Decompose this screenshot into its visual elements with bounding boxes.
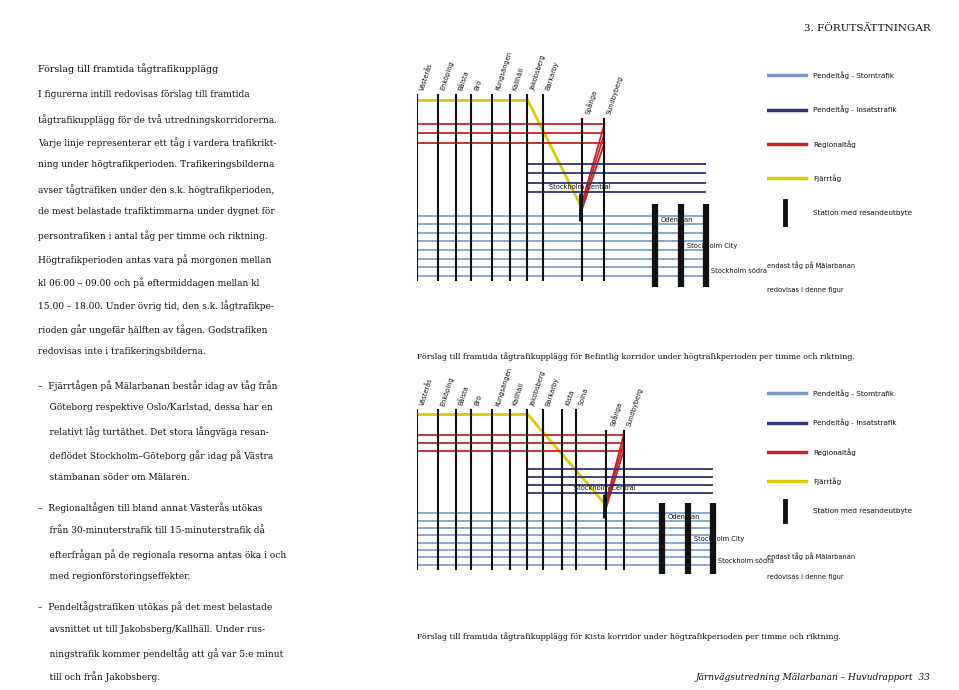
Text: Bålsta: Bålsta bbox=[457, 385, 470, 406]
Text: –  Pendeltågstrafiken utökas på det mest belastade: – Pendeltågstrafiken utökas på det mest … bbox=[38, 602, 272, 612]
Text: Enköping: Enköping bbox=[440, 60, 456, 91]
Text: –  Regionaltågen till bland annat Västerås utökas: – Regionaltågen till bland annat Västerå… bbox=[38, 502, 263, 513]
Text: Förslag till framtida tågtrafikupplägg för Kista korridor under högtrafikperiode: Förslag till framtida tågtrafikupplägg f… bbox=[417, 632, 841, 641]
Text: stambanan söder om Mälaren.: stambanan söder om Mälaren. bbox=[38, 473, 190, 482]
Text: Förslag till framtida tågtrafikupplägg: Förslag till framtida tågtrafikupplägg bbox=[38, 63, 219, 75]
Text: deflödet Stockholm–Göteborg går idag på Västra: deflödet Stockholm–Göteborg går idag på … bbox=[38, 450, 273, 461]
Text: de mest belastade trafiktimmarna under dygnet för: de mest belastade trafiktimmarna under d… bbox=[38, 207, 275, 216]
Text: Stockholm södra: Stockholm södra bbox=[712, 268, 767, 275]
Text: Bålsta: Bålsta bbox=[457, 69, 470, 91]
Text: Järnvägsutredning Mälarbanan – Huvudrapport  33: Järnvägsutredning Mälarbanan – Huvudrapp… bbox=[695, 673, 930, 682]
Text: Spånga: Spånga bbox=[608, 401, 623, 428]
Text: redovisas i denne figur: redovisas i denne figur bbox=[767, 287, 844, 293]
Text: I figurerna intill redovisas förslag till framtida: I figurerna intill redovisas förslag til… bbox=[38, 90, 250, 99]
Text: Odenplan: Odenplan bbox=[667, 514, 700, 520]
Text: Bro: Bro bbox=[473, 394, 482, 406]
Text: Förslag till framtida tågtrafikupplägg för Befintlig korridor under högtrafikper: Förslag till framtida tågtrafikupplägg f… bbox=[417, 353, 855, 362]
Text: Västerås: Västerås bbox=[419, 61, 434, 91]
Text: Stockholm södra: Stockholm södra bbox=[718, 558, 774, 564]
Text: tågtrafikupplägg för de två utredningskorridorerna.: tågtrafikupplägg för de två utredningsko… bbox=[38, 114, 277, 125]
Text: efterfrågan på de regionala resorna antas öka i och: efterfrågan på de regionala resorna anta… bbox=[38, 549, 287, 560]
Text: persontrafiken i antal tåg per timme och riktning.: persontrafiken i antal tåg per timme och… bbox=[38, 230, 268, 241]
Text: Sundbyberg: Sundbyberg bbox=[625, 388, 643, 428]
Text: Kista: Kista bbox=[564, 389, 575, 406]
Text: Regionaltåg: Regionaltåg bbox=[813, 448, 856, 456]
Text: Station med resandeutbyte: Station med resandeutbyte bbox=[813, 508, 912, 514]
Text: Barkarby: Barkarby bbox=[545, 376, 560, 406]
Text: rioden går ungefär hälften av tågen. Godstrafiken: rioden går ungefär hälften av tågen. God… bbox=[38, 324, 268, 335]
Text: Bro: Bro bbox=[473, 79, 482, 91]
Text: 3. FÖRUTSÄTTNINGAR: 3. FÖRUTSÄTTNINGAR bbox=[804, 24, 930, 34]
Text: ningstrafik kommer pendeltåg att gå var 5:e minut: ningstrafik kommer pendeltåg att gå var … bbox=[38, 648, 284, 659]
Text: Kungsängen: Kungsängen bbox=[494, 366, 512, 406]
Text: Spånga: Spånga bbox=[583, 89, 598, 115]
Text: Göteborg respektive Oslo/Karlstad, dessa har en: Göteborg respektive Oslo/Karlstad, dessa… bbox=[38, 403, 273, 412]
Text: endast tåg på Mälarbanan: endast tåg på Mälarbanan bbox=[767, 553, 855, 560]
Text: från 30-minuterstrafik till 15-minuterstrafik då: från 30-minuterstrafik till 15-minuterst… bbox=[38, 526, 266, 535]
Text: Regionaltåg: Regionaltåg bbox=[813, 140, 856, 148]
Text: redovisas i denne figur: redovisas i denne figur bbox=[767, 575, 844, 580]
Text: Stockholm Central: Stockholm Central bbox=[550, 184, 611, 190]
Text: Sundbyberg: Sundbyberg bbox=[606, 75, 624, 115]
Text: Solna: Solna bbox=[578, 387, 590, 406]
Text: med regionförstoringseffekter.: med regionförstoringseffekter. bbox=[38, 573, 191, 582]
Text: avser tågtrafiken under den s.k. högtrafikperioden,: avser tågtrafiken under den s.k. högtraf… bbox=[38, 184, 274, 195]
Text: Fjärrtåg: Fjärrtåg bbox=[813, 175, 842, 182]
Text: Stockholm City: Stockholm City bbox=[687, 243, 737, 248]
Text: Varje linje representerar ett tåg i vardera trafikrikt-: Varje linje representerar ett tåg i vard… bbox=[38, 137, 277, 148]
Text: till och från Jakobsberg.: till och från Jakobsberg. bbox=[38, 671, 160, 682]
Text: Kallhäll: Kallhäll bbox=[512, 66, 525, 91]
Text: Odenplan: Odenplan bbox=[661, 217, 692, 223]
Text: Barkarby: Barkarby bbox=[545, 61, 560, 91]
Text: Pendeltåg - Insatstrafik: Pendeltåg - Insatstrafik bbox=[813, 419, 897, 426]
Text: Högtrafikperioden antas vara på morgonen mellan: Högtrafikperioden antas vara på morgonen… bbox=[38, 254, 271, 265]
Text: Stockholm City: Stockholm City bbox=[693, 536, 744, 542]
Text: Pendeltåg - Stomtrafik: Pendeltåg - Stomtrafik bbox=[813, 71, 895, 79]
Text: avsnittet ut till Jakobsberg/Kallhäll. Under rus-: avsnittet ut till Jakobsberg/Kallhäll. U… bbox=[38, 625, 266, 634]
Text: Station med resandeutbyte: Station med resandeutbyte bbox=[813, 210, 912, 216]
Text: 15.00 – 18.00. Under övrig tid, den s.k. lågtrafikpe-: 15.00 – 18.00. Under övrig tid, den s.k.… bbox=[38, 301, 274, 311]
Text: kl 06.00 – 09.00 och på eftermiddagen mellan kl: kl 06.00 – 09.00 och på eftermiddagen me… bbox=[38, 277, 260, 288]
Text: Västerås: Västerås bbox=[419, 377, 434, 406]
Text: ning under högtrafikperioden. Trafikeringsbilderna: ning under högtrafikperioden. Trafikerin… bbox=[38, 161, 274, 170]
Text: –  Fjärrtågen på Mälarbanan består idag av tåg från: – Fjärrtågen på Mälarbanan består idag a… bbox=[38, 380, 278, 391]
Text: Kungsängen: Kungsängen bbox=[494, 50, 512, 91]
Text: Kallhäll: Kallhäll bbox=[512, 382, 525, 406]
Text: endast tåg på Mälarbanan: endast tåg på Mälarbanan bbox=[767, 262, 855, 269]
Text: Enköping: Enköping bbox=[440, 375, 456, 406]
Text: Fjärrtåg: Fjärrtåg bbox=[813, 477, 842, 485]
Text: relativt låg turtäthet. Det stora långväga resan-: relativt låg turtäthet. Det stora långvä… bbox=[38, 426, 269, 437]
Text: Stockholm Central: Stockholm Central bbox=[573, 485, 635, 491]
Text: Pendeltåg - Stomtrafik: Pendeltåg - Stomtrafik bbox=[813, 389, 895, 397]
Text: Pendeltåg - Insatstrafik: Pendeltåg - Insatstrafik bbox=[813, 106, 897, 113]
Text: redovisas inte i trafikeringsbilderna.: redovisas inte i trafikeringsbilderna. bbox=[38, 347, 206, 356]
Text: Jakobsberg: Jakobsberg bbox=[529, 370, 547, 406]
Text: Jakobsberg: Jakobsberg bbox=[529, 55, 547, 91]
